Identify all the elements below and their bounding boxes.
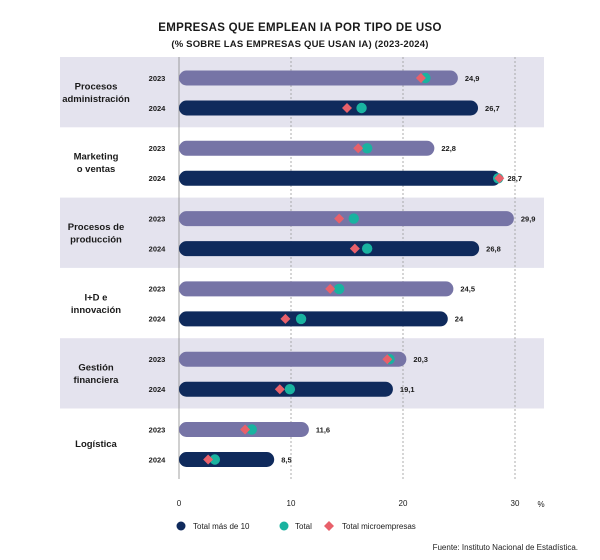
total-marker [361, 143, 373, 154]
micro-marker [494, 173, 505, 184]
bar [179, 281, 454, 297]
category-label: Gestión [78, 363, 114, 374]
year-label: 2024 [149, 104, 167, 113]
value-label: 29,9 [521, 214, 536, 223]
year-label: 2024 [149, 315, 167, 324]
category-label: innovación [71, 305, 121, 316]
category-band [60, 197, 544, 268]
value-label: 24,9 [465, 74, 480, 83]
bar [179, 170, 501, 186]
year-label: 2023 [149, 144, 166, 153]
category-label: I+D e [85, 292, 108, 303]
total-marker [295, 313, 307, 325]
value-label: 19,1 [400, 385, 415, 394]
chart-subtitle: (% SOBRE LAS EMPRESAS QUE USAN IA) (2023… [171, 39, 429, 50]
year-label: 2024 [149, 174, 167, 183]
category-band [60, 338, 544, 409]
micro-marker [240, 424, 251, 435]
x-tick-label: 20 [399, 499, 408, 508]
micro-marker [382, 354, 393, 365]
category-label: Marketing [74, 152, 119, 163]
total-marker [348, 213, 359, 224]
value-label: 11,6 [316, 425, 330, 434]
micro-marker [342, 103, 352, 113]
x-tick-label: 0 [177, 499, 182, 508]
category-label: producción [70, 235, 122, 246]
total-marker [356, 102, 367, 114]
value-label: 8,5 [281, 455, 291, 464]
bar [179, 241, 480, 257]
micro-marker [325, 283, 336, 294]
total-marker [333, 283, 345, 295]
category-label: Logística [75, 439, 117, 450]
category-label: administración [62, 94, 130, 105]
category-label: o ventas [77, 164, 116, 175]
year-label: 2024 [149, 455, 167, 464]
x-tick-label: 30 [511, 499, 520, 508]
value-label: 26,8 [486, 244, 501, 253]
value-label: 20,3 [413, 355, 428, 364]
bar [179, 100, 479, 116]
chart-title: EMPRESAS QUE EMPLEAN IA POR TIPO DE USO [158, 22, 442, 34]
legend-label: Total [295, 522, 312, 531]
micro-marker [353, 143, 364, 154]
value-label: 28,7 [507, 174, 522, 183]
x-tick-label: 10 [287, 499, 296, 508]
bar [179, 452, 275, 467]
legend-marker [279, 521, 289, 531]
year-label: 2023 [149, 285, 166, 294]
legend-marker [324, 521, 334, 531]
bar [179, 211, 514, 227]
legend-label: Total más de 10 [193, 522, 250, 531]
micro-marker [334, 213, 345, 224]
category-label: financiera [74, 375, 120, 386]
year-label: 2023 [149, 425, 166, 434]
value-label: 26,7 [485, 104, 500, 113]
value-label: 22,8 [441, 144, 456, 153]
category-label: Procesos [75, 81, 118, 92]
micro-marker [203, 454, 214, 465]
category-band [60, 57, 544, 128]
year-label: 2023 [149, 355, 166, 364]
year-label: 2024 [149, 385, 167, 394]
bar [179, 70, 458, 86]
bar [179, 311, 448, 327]
micro-marker [280, 313, 291, 324]
bar [179, 351, 407, 367]
value-label: 24,5 [460, 285, 475, 294]
legend-marker [176, 521, 186, 531]
total-marker [361, 243, 373, 254]
unit-label: % [537, 500, 544, 509]
value-label: 24 [455, 315, 464, 324]
micro-marker [349, 243, 360, 254]
year-label: 2023 [149, 214, 166, 223]
source-note: Fuente: Instituto Nacional de Estadístic… [432, 543, 578, 552]
total-marker [209, 454, 221, 465]
micro-marker [415, 73, 426, 83]
year-label: 2024 [149, 244, 167, 253]
total-marker [246, 424, 257, 435]
total-marker [284, 384, 296, 395]
micro-marker [274, 384, 285, 395]
legend-label: Total microempresas [342, 522, 416, 531]
category-label: Procesos de [68, 222, 125, 233]
year-label: 2023 [149, 74, 166, 83]
bar [179, 140, 435, 156]
